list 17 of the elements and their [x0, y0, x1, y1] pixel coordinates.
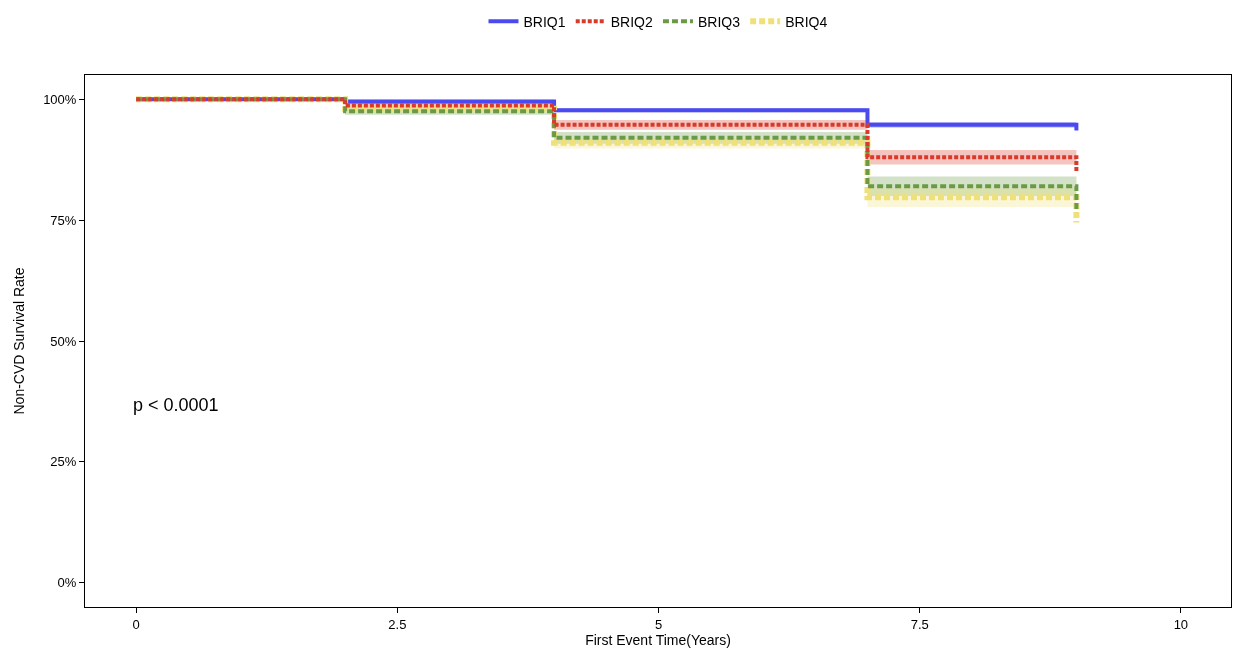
y-tick-label: 0%: [57, 575, 77, 591]
x-tick-label: 7.5: [910, 616, 929, 632]
legend-label: BRIQ4: [785, 13, 828, 30]
y-axis-title: Non-CVD Survival Rate: [10, 267, 27, 415]
y-tick-label: 25%: [50, 454, 77, 470]
x-tick-label: 2.5: [388, 616, 407, 632]
x-axis-title: First Event Time(Years): [585, 631, 731, 648]
x-tick-label: 0: [132, 616, 140, 632]
legend-label: BRIQ2: [610, 13, 653, 30]
legend-label: BRIQ3: [697, 13, 741, 30]
annotation: p < 0.0001: [133, 395, 219, 415]
y-tick-label: 50%: [50, 333, 77, 349]
x-tick-label: 10: [1173, 616, 1189, 632]
legend-label: BRIQ1: [523, 13, 566, 30]
y-tick-label: 100%: [43, 91, 77, 107]
x-tick-label: 5: [654, 616, 663, 632]
y-tick-label: 75%: [50, 212, 77, 228]
